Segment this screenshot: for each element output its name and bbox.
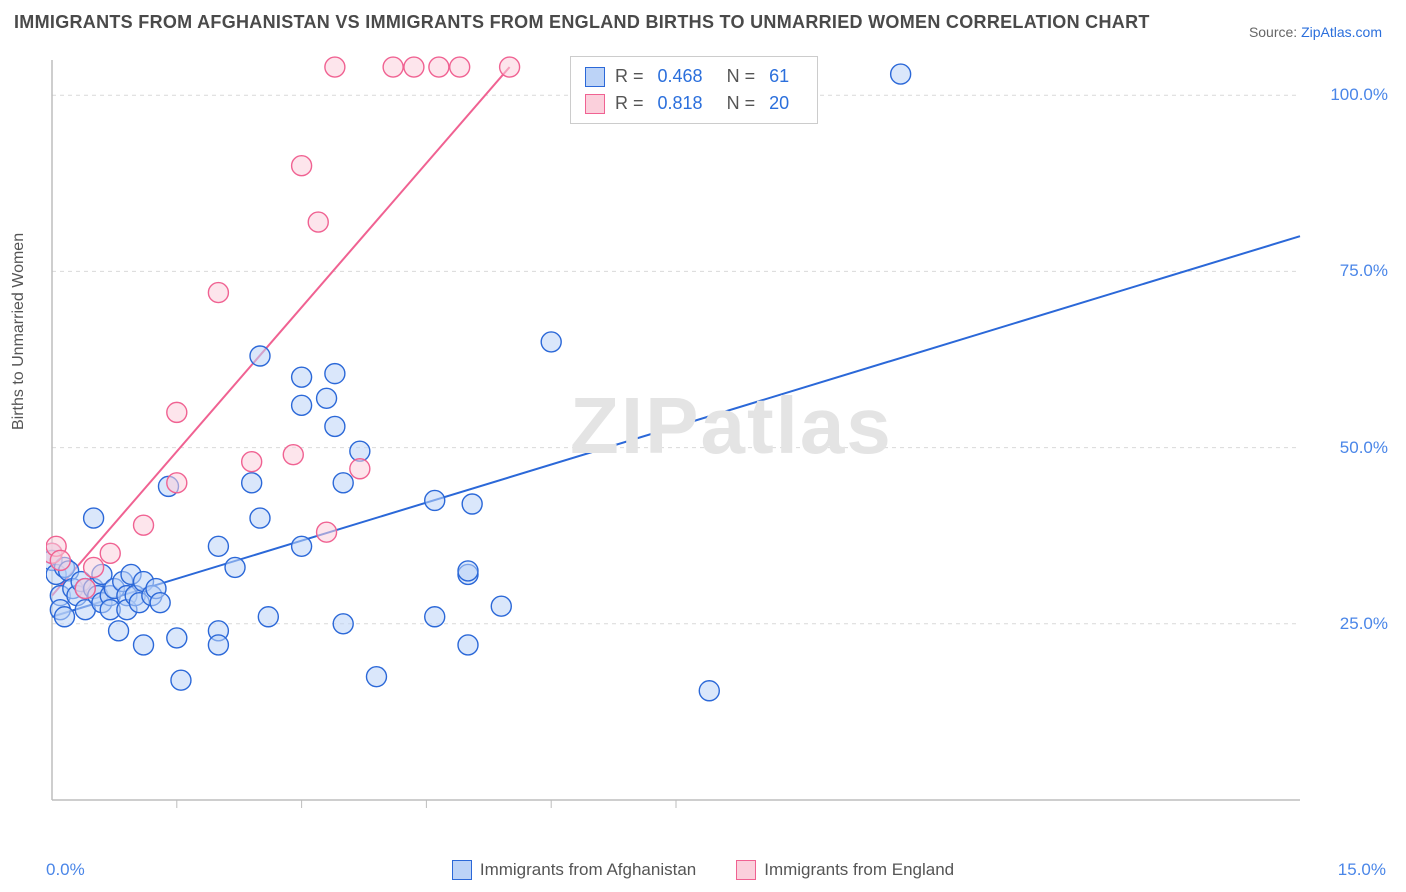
chart-svg xyxy=(46,50,1306,830)
correlation-legend: R = 0.468 N = 61 R = 0.818 N = 20 xyxy=(570,56,818,124)
bottom-legend: Immigrants from Afghanistan Immigrants f… xyxy=(0,860,1406,880)
legend-label-1: Immigrants from Afghanistan xyxy=(480,860,696,880)
y-tick-label: 75.0% xyxy=(1340,261,1388,281)
n-label: N = xyxy=(727,90,756,117)
y-axis-label: Births to Unmarried Women xyxy=(10,233,28,430)
y-tick-label: 50.0% xyxy=(1340,438,1388,458)
source-attribution: Source: ZipAtlas.com xyxy=(1249,24,1382,40)
n-label: N = xyxy=(727,63,756,90)
legend-item-afghanistan: Immigrants from Afghanistan xyxy=(452,860,696,880)
n-value-1: 61 xyxy=(769,63,789,90)
legend-row-series2: R = 0.818 N = 20 xyxy=(585,90,803,117)
r-label: R = xyxy=(615,90,644,117)
source-value: ZipAtlas.com xyxy=(1301,24,1382,40)
y-tick-label: 25.0% xyxy=(1340,614,1388,634)
swatch-pink-icon xyxy=(585,94,605,114)
chart-plot-area xyxy=(46,50,1306,830)
source-label: Source: xyxy=(1249,24,1297,40)
swatch-blue-icon xyxy=(452,860,472,880)
x-tick-label: 0.0% xyxy=(46,860,85,880)
swatch-blue-icon xyxy=(585,67,605,87)
legend-item-england: Immigrants from England xyxy=(736,860,954,880)
r-label: R = xyxy=(615,63,644,90)
x-tick-label: 15.0% xyxy=(1338,860,1386,880)
legend-label-2: Immigrants from England xyxy=(764,860,954,880)
n-value-2: 20 xyxy=(769,90,789,117)
r-value-1: 0.468 xyxy=(658,63,703,90)
r-value-2: 0.818 xyxy=(658,90,703,117)
legend-row-series1: R = 0.468 N = 61 xyxy=(585,63,803,90)
swatch-pink-icon xyxy=(736,860,756,880)
chart-title: IMMIGRANTS FROM AFGHANISTAN VS IMMIGRANT… xyxy=(14,12,1150,33)
y-tick-label: 100.0% xyxy=(1330,85,1388,105)
